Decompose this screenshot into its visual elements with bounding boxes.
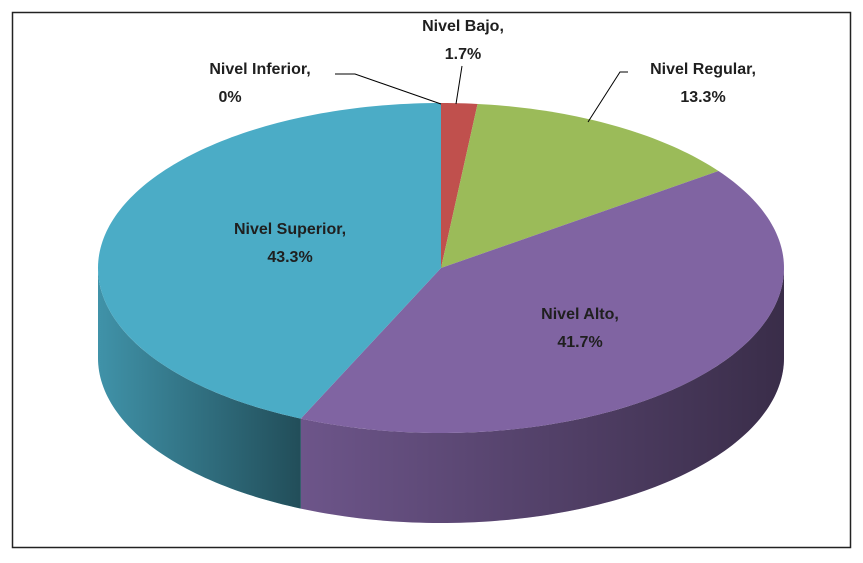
data-label-value: 0% <box>218 89 241 106</box>
data-label-value: 1.7% <box>445 46 481 63</box>
data-label-name: Nivel Superior, <box>234 221 346 238</box>
data-label-name: Nivel Regular, <box>650 61 756 78</box>
leader-line <box>335 73 442 105</box>
data-label-name: Nivel Alto, <box>541 306 619 323</box>
data-label-value: 41.7% <box>557 334 602 351</box>
slice-side-shade <box>300 268 784 523</box>
slice <box>300 171 784 433</box>
slice <box>441 103 478 268</box>
data-label-value: 43.3% <box>267 249 312 266</box>
data-label-name: Nivel Bajo, <box>422 18 504 35</box>
slice <box>98 103 441 419</box>
data-label-name: Nivel Inferior, <box>209 61 310 78</box>
leader-line <box>587 71 628 123</box>
leader-line <box>455 65 463 105</box>
slice-side-shade <box>98 268 301 509</box>
data-label-value: 13.3% <box>680 89 725 106</box>
slice <box>441 103 719 268</box>
